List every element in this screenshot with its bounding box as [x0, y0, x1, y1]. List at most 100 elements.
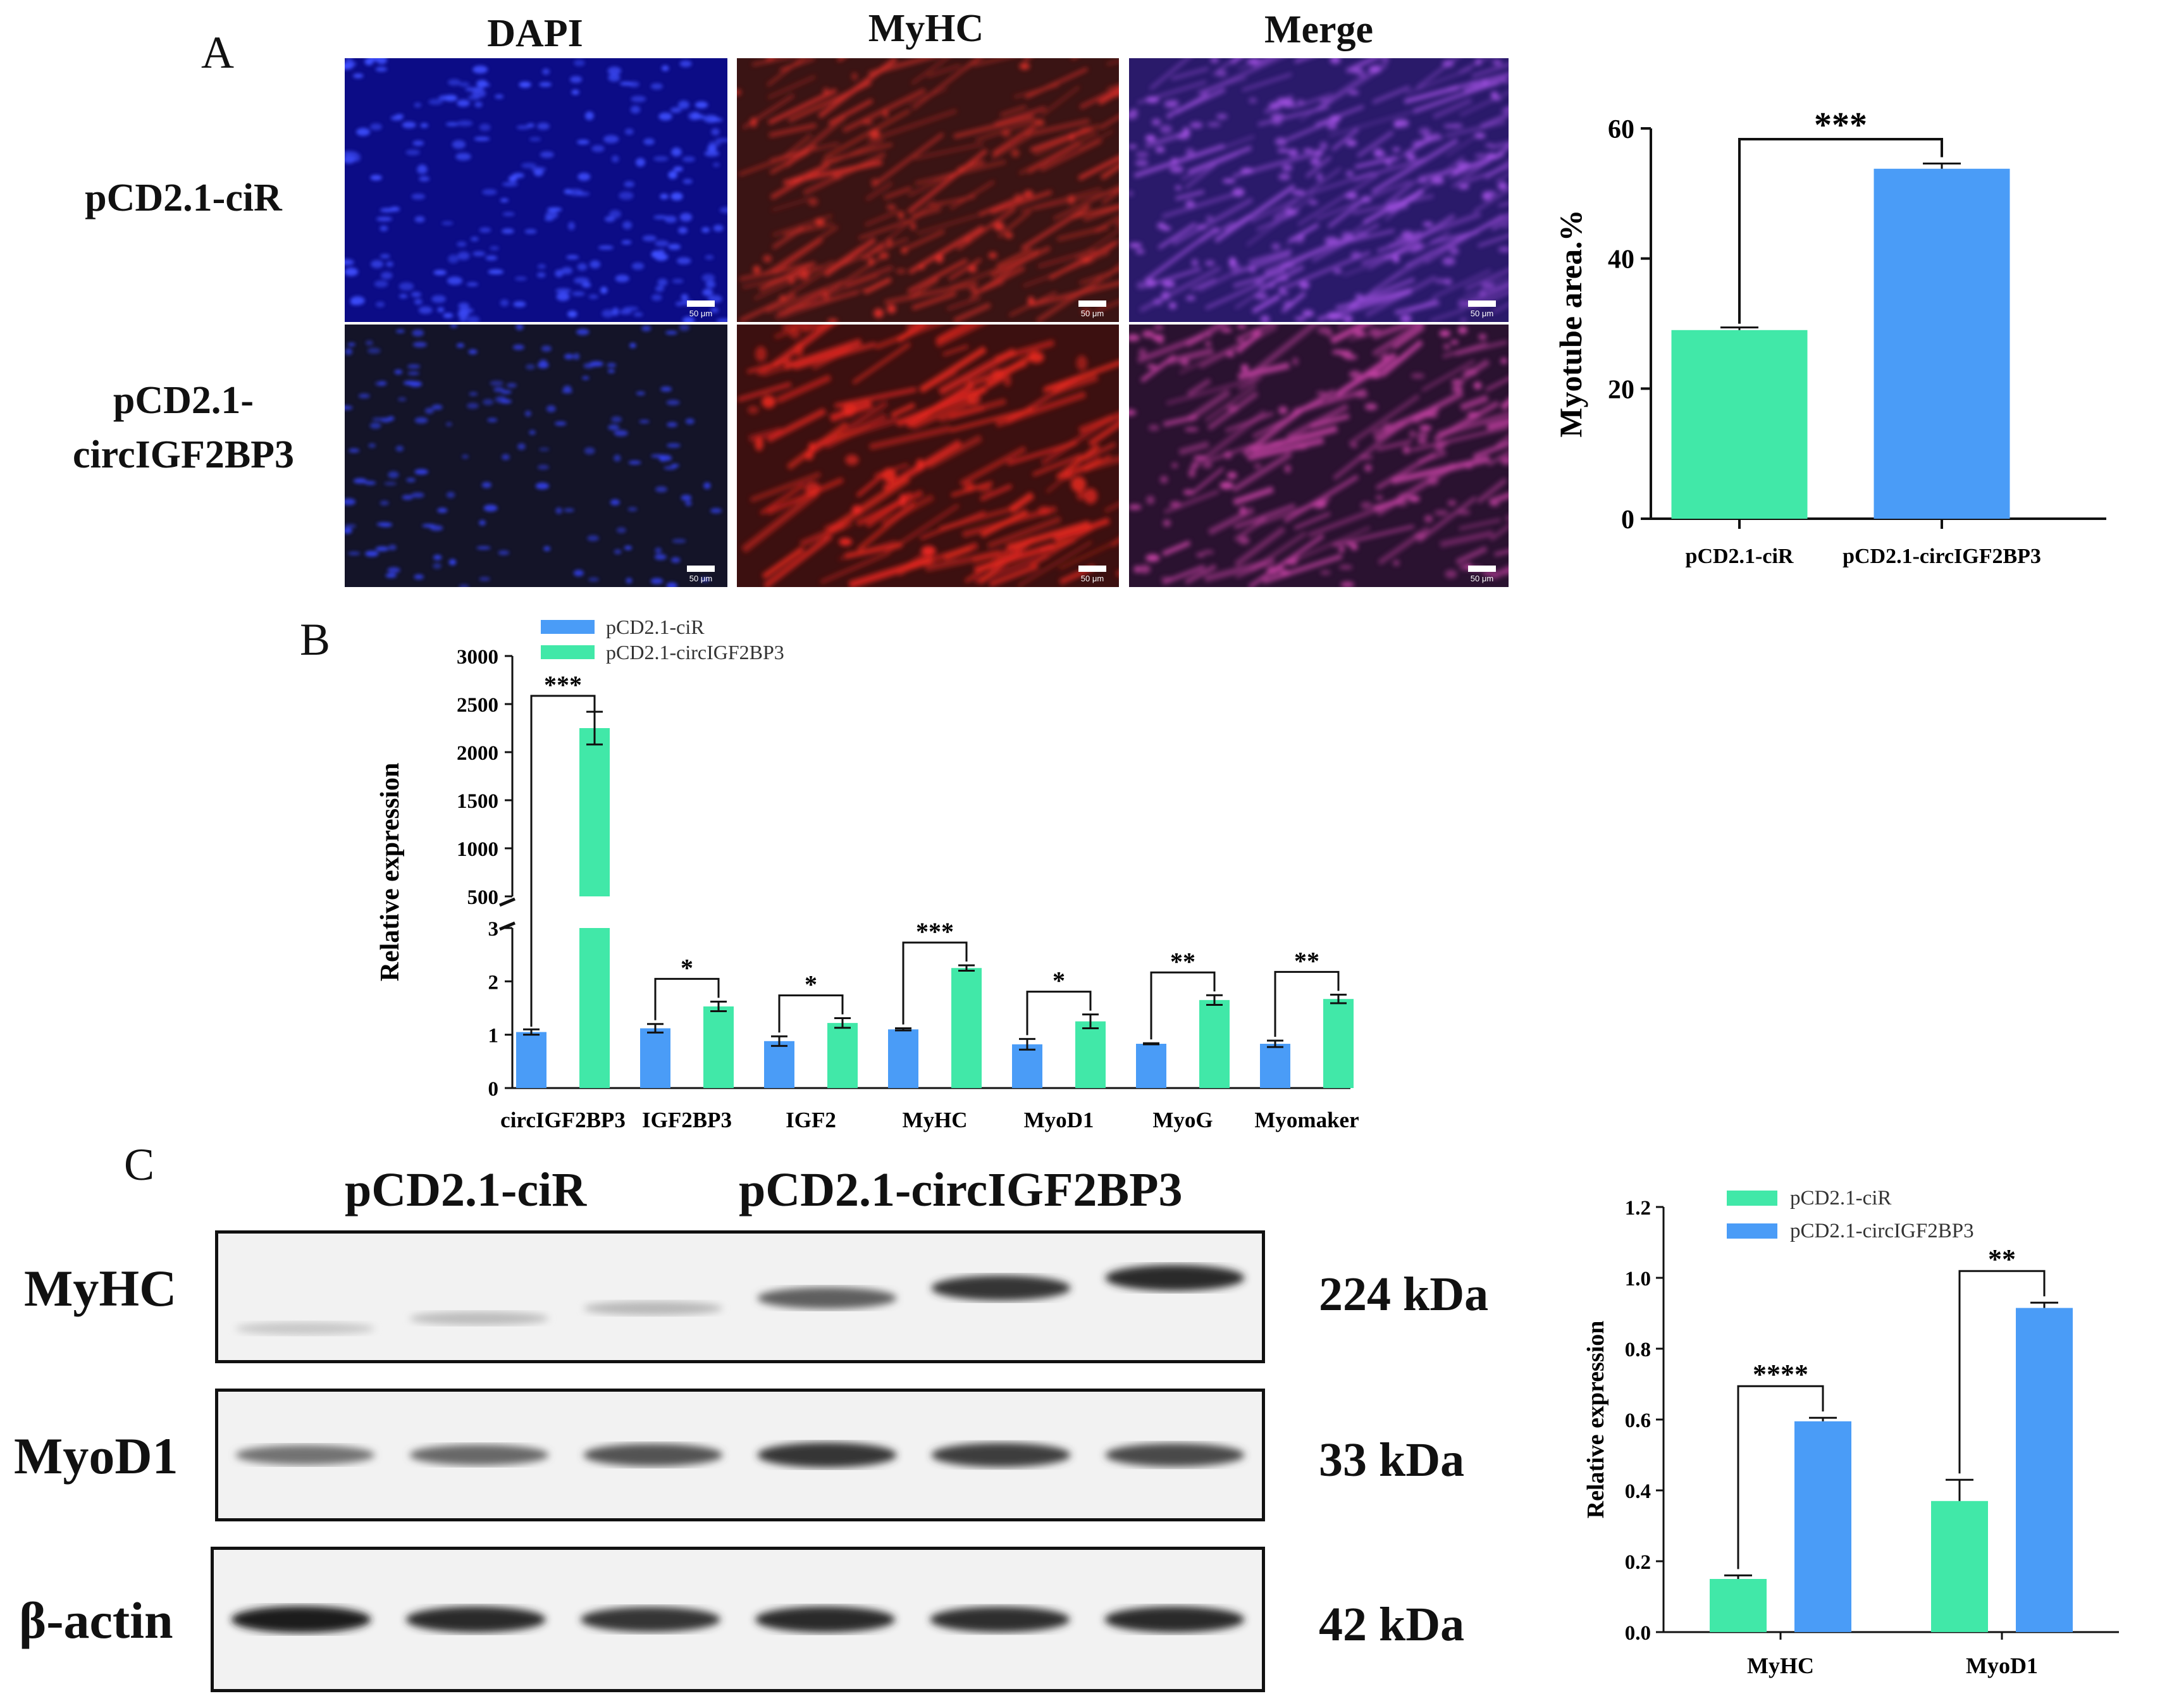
cell-nucleus	[406, 478, 416, 483]
cell-nucleus	[719, 207, 727, 213]
cell-nucleus	[753, 266, 761, 274]
cell-nucleus	[682, 178, 693, 184]
blot-band	[757, 1287, 897, 1309]
cell-nucleus	[457, 251, 470, 261]
cell-nucleus	[1249, 265, 1256, 273]
cell-nucleus	[433, 269, 447, 275]
cell-nucleus	[537, 362, 549, 369]
cell-nucleus	[1004, 232, 1013, 238]
cell-nucleus	[380, 254, 390, 259]
myotube-fiber	[1236, 325, 1275, 342]
cell-nucleus	[1280, 569, 1290, 577]
cell-nucleus	[700, 577, 710, 582]
cell-nucleus	[651, 294, 662, 301]
cell-nucleus	[1319, 141, 1328, 151]
cell-nucleus	[402, 495, 413, 500]
cell-nucleus	[755, 436, 763, 451]
myotube-fiber	[1421, 359, 1475, 392]
significance-label: **	[1170, 947, 1195, 975]
myotube-fiber	[942, 344, 969, 356]
cell-nucleus	[458, 302, 469, 309]
cell-nucleus	[862, 120, 873, 125]
cell-nucleus	[670, 192, 683, 201]
cell-nucleus	[655, 486, 667, 493]
x-tick-label: MyoD1	[1966, 1653, 2038, 1678]
myotube-fiber	[769, 123, 817, 138]
cell-nucleus	[414, 299, 423, 305]
cell-nucleus	[1439, 330, 1451, 337]
myotube-fiber	[911, 58, 980, 110]
cell-nucleus	[1359, 455, 1373, 460]
cell-nucleus	[345, 498, 356, 505]
blot-band	[1105, 1443, 1245, 1467]
cell-nucleus	[381, 271, 393, 280]
cell-nucleus	[1423, 221, 1433, 227]
micrograph-dapi-ciR: 50 μm	[345, 58, 727, 322]
myotube-fiber	[772, 226, 805, 250]
cell-nucleus	[603, 135, 619, 144]
myotube-fiber	[763, 533, 833, 587]
myotube-fiber	[1365, 275, 1437, 318]
cell-nucleus	[1465, 464, 1472, 469]
cell-nucleus	[1129, 504, 1142, 510]
myotube-fiber	[781, 325, 808, 332]
cell-nucleus	[608, 73, 620, 82]
cell-nucleus	[581, 282, 591, 288]
myotube-fiber	[1485, 377, 1509, 392]
myotube-fiber	[844, 541, 903, 559]
cell-nucleus	[555, 288, 572, 294]
cell-nucleus	[713, 225, 724, 232]
myotube-fiber	[1440, 529, 1494, 548]
cell-nucleus	[1216, 70, 1227, 77]
cell-nucleus	[651, 454, 665, 458]
panel-a-letter: A	[201, 27, 234, 78]
blot-group-label-ciR: pCD2.1-ciR	[345, 1163, 587, 1216]
myotube-fiber	[1187, 145, 1252, 175]
cell-nucleus	[650, 578, 664, 585]
cell-nucleus	[1185, 295, 1195, 301]
myotube-fiber	[1013, 84, 1059, 98]
cell-nucleus	[350, 300, 360, 306]
cell-nucleus	[679, 213, 693, 222]
cell-nucleus	[345, 155, 355, 164]
cell-nucleus	[353, 73, 364, 78]
myotube-fiber	[1333, 525, 1414, 547]
cell-nucleus	[1216, 113, 1228, 120]
myotube-fiber	[1221, 135, 1255, 149]
micrograph-myhc-ciR: 50 μm	[737, 58, 1119, 322]
cell-nucleus	[1292, 190, 1306, 195]
myotube-fiber	[772, 325, 835, 368]
myotube-fiber	[980, 266, 1025, 292]
cell-nucleus	[779, 295, 787, 302]
myotube-fiber	[1020, 187, 1102, 213]
cell-nucleus	[808, 197, 818, 206]
cell-nucleus	[1295, 443, 1308, 450]
cell-nucleus	[710, 508, 722, 514]
cell-nucleus	[701, 274, 715, 282]
cell-nucleus	[441, 221, 454, 225]
cell-nucleus	[371, 260, 384, 268]
myotube-fiber	[1197, 77, 1247, 94]
myotube-fiber	[949, 180, 995, 210]
cell-nucleus	[655, 285, 664, 292]
y-tick-label: 1	[488, 1025, 499, 1048]
myotube-fiber	[1372, 257, 1429, 292]
myotube-fiber	[1330, 325, 1371, 345]
significance-label: ***	[1814, 106, 1867, 145]
cell-nucleus	[345, 524, 357, 528]
cell-nucleus	[369, 423, 381, 429]
cell-nucleus	[1196, 552, 1206, 557]
cell-nucleus	[1278, 286, 1285, 292]
myotube-fiber	[946, 296, 982, 311]
cell-nucleus	[1294, 316, 1306, 321]
cell-nucleus	[1254, 463, 1262, 469]
cell-nucleus	[1183, 489, 1194, 495]
cell-nucleus	[1373, 149, 1384, 158]
cell-nucleus	[411, 292, 421, 297]
cell-nucleus	[1482, 571, 1495, 576]
cell-nucleus	[556, 292, 570, 301]
myotube-fiber	[1040, 414, 1114, 466]
cell-nucleus	[376, 301, 385, 307]
y-tick-label: 0.6	[1625, 1409, 1651, 1432]
cell-nucleus	[1419, 424, 1431, 431]
